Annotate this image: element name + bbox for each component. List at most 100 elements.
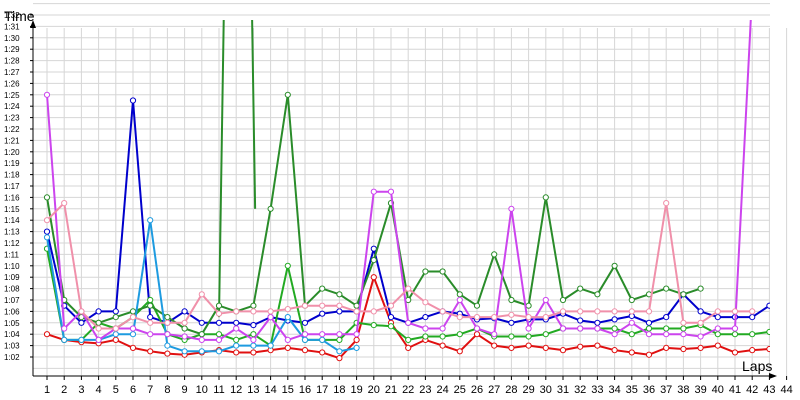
data-point	[129, 344, 137, 351]
data-point	[43, 331, 51, 338]
data-point	[645, 319, 653, 326]
data-point	[611, 331, 618, 338]
data-point	[129, 314, 137, 321]
data-point	[422, 268, 429, 275]
x-tick-label: 35	[626, 384, 638, 396]
data-point	[61, 336, 68, 343]
data-point	[766, 345, 770, 353]
x-tick-label: 27	[488, 384, 500, 396]
data-point	[215, 302, 223, 309]
x-tick-label: 6	[130, 384, 136, 396]
y-tick-label: 1:07	[4, 296, 20, 305]
data-point	[697, 333, 704, 340]
data-point	[250, 321, 257, 329]
series-6	[43, 20, 752, 343]
x-tick-label: 40	[712, 384, 724, 396]
data-point	[181, 308, 188, 315]
data-point	[680, 331, 687, 338]
data-point	[43, 194, 51, 201]
data-point	[697, 308, 704, 315]
data-point	[78, 336, 85, 343]
data-point	[267, 205, 274, 212]
x-tick-label: 18	[333, 384, 345, 396]
x-tick-label: 14	[264, 384, 276, 396]
y-tick-label: 1:28	[4, 57, 20, 66]
data-point	[525, 325, 532, 332]
data-point	[370, 321, 377, 329]
data-point	[456, 314, 463, 321]
data-point	[663, 331, 670, 338]
data-point	[456, 296, 463, 304]
y-tick-label: 1:30	[4, 34, 20, 43]
x-tick-label: 3	[78, 384, 84, 396]
data-point	[663, 344, 670, 351]
data-point	[577, 308, 584, 315]
y-tick-label: 1:17	[4, 182, 20, 191]
x-tick-label: 23	[419, 384, 431, 396]
data-point	[353, 302, 360, 309]
data-point	[473, 325, 481, 332]
data-point	[405, 344, 412, 351]
data-point	[301, 336, 309, 343]
data-point	[594, 291, 601, 298]
data-point	[714, 331, 721, 338]
data-point	[714, 314, 721, 321]
data-point	[491, 331, 498, 338]
data-point	[508, 296, 515, 304]
x-tick-label: 13	[247, 384, 259, 396]
x-tick-label: 34	[608, 384, 620, 396]
data-point	[181, 319, 188, 326]
x-tick-label: 5	[113, 384, 119, 396]
data-point	[78, 308, 85, 315]
x-tick-label: 31	[557, 384, 569, 396]
data-point	[405, 319, 412, 326]
y-tick-label: 1:13	[4, 228, 20, 237]
data-point	[95, 319, 102, 326]
data-point	[439, 333, 446, 340]
data-point	[680, 291, 687, 298]
data-point	[301, 347, 309, 354]
data-point	[250, 349, 257, 356]
data-point	[663, 200, 670, 207]
data-point	[766, 328, 770, 336]
data-point	[129, 308, 137, 315]
x-axis-arrow	[769, 373, 777, 379]
data-point	[284, 336, 291, 343]
data-point	[147, 314, 154, 321]
data-point	[215, 348, 223, 355]
series-layer	[43, 20, 770, 362]
data-point	[663, 325, 670, 332]
data-point	[645, 308, 653, 315]
data-point	[611, 316, 618, 323]
data-point	[473, 302, 481, 309]
y-tick-label: 1:18	[4, 171, 20, 180]
data-point	[129, 331, 137, 338]
y-tick-label: 1:23	[4, 114, 20, 123]
x-tick-label: 15	[282, 384, 294, 396]
data-point	[525, 333, 532, 340]
x-tick-label: 7	[147, 384, 153, 396]
data-point	[559, 347, 567, 354]
data-point	[43, 234, 51, 241]
data-point	[508, 311, 515, 318]
data-point	[577, 325, 584, 332]
x-tick-label: 29	[522, 384, 534, 396]
data-point	[422, 333, 429, 340]
x-tick-label: 19	[350, 384, 362, 396]
x-tick-label: 38	[677, 384, 689, 396]
data-point	[267, 308, 274, 315]
y-tick-label: 1:16	[4, 193, 20, 202]
data-point	[319, 331, 326, 338]
data-point	[422, 325, 429, 332]
x-tick-label: 11	[213, 384, 224, 396]
data-point	[43, 91, 51, 98]
x-tick-label: 28	[505, 384, 517, 396]
data-point	[749, 347, 756, 354]
y-tick-label: 1:11	[4, 250, 20, 259]
data-point	[749, 331, 756, 338]
data-point	[164, 350, 171, 357]
data-point	[112, 331, 119, 338]
x-tick-label: 1	[44, 384, 50, 396]
data-point	[559, 296, 567, 304]
